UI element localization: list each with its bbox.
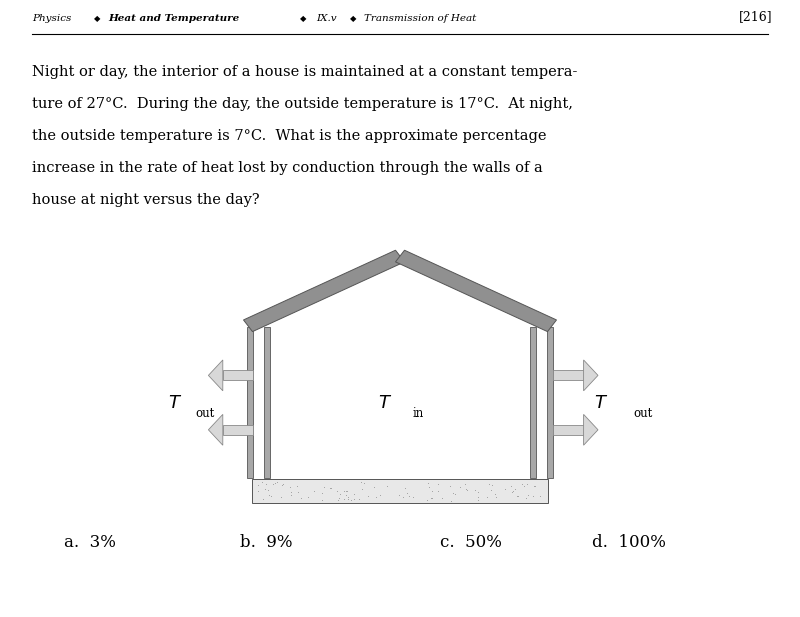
Text: increase in the rate of heat lost by conduction through the walls of a: increase in the rate of heat lost by con… (32, 161, 542, 175)
Bar (264, 327, 270, 478)
Text: in: in (413, 407, 424, 420)
Polygon shape (584, 415, 598, 445)
Bar (547, 327, 553, 478)
Text: $T$: $T$ (168, 394, 182, 412)
Text: b.  9%: b. 9% (240, 534, 293, 552)
Text: Physics: Physics (32, 14, 71, 23)
Text: Heat and Temperature: Heat and Temperature (108, 14, 239, 23)
Text: Night or day, the interior of a house is maintained at a constant tempera-: Night or day, the interior of a house is… (32, 65, 578, 79)
Text: d.  100%: d. 100% (592, 534, 666, 552)
Text: $T$: $T$ (378, 394, 392, 412)
Text: [216]: [216] (738, 10, 772, 23)
Polygon shape (243, 251, 405, 331)
Bar (554, 370, 584, 380)
Bar (222, 370, 253, 380)
Bar (530, 327, 537, 478)
Text: house at night versus the day?: house at night versus the day? (32, 193, 260, 207)
Text: $T$: $T$ (594, 394, 608, 412)
Text: c.  50%: c. 50% (440, 534, 502, 552)
Polygon shape (208, 415, 222, 445)
Polygon shape (208, 360, 222, 391)
Bar (246, 327, 253, 478)
Text: out: out (195, 407, 214, 420)
Text: ◆: ◆ (94, 14, 101, 23)
Text: IX.v: IX.v (316, 14, 337, 23)
Text: Transmission of Heat: Transmission of Heat (364, 14, 476, 23)
Bar (252, 479, 548, 503)
Polygon shape (395, 251, 557, 331)
Bar (554, 425, 584, 435)
Text: ◆: ◆ (300, 14, 306, 23)
Polygon shape (584, 360, 598, 391)
Text: a.  3%: a. 3% (64, 534, 116, 552)
Text: out: out (634, 407, 653, 420)
Text: ◆: ◆ (350, 14, 356, 23)
Bar (222, 425, 253, 435)
Text: the outside temperature is 7°C.  What is the approximate percentage: the outside temperature is 7°C. What is … (32, 129, 546, 143)
Text: ture of 27°C.  During the day, the outside temperature is 17°C.  At night,: ture of 27°C. During the day, the outsid… (32, 97, 573, 111)
